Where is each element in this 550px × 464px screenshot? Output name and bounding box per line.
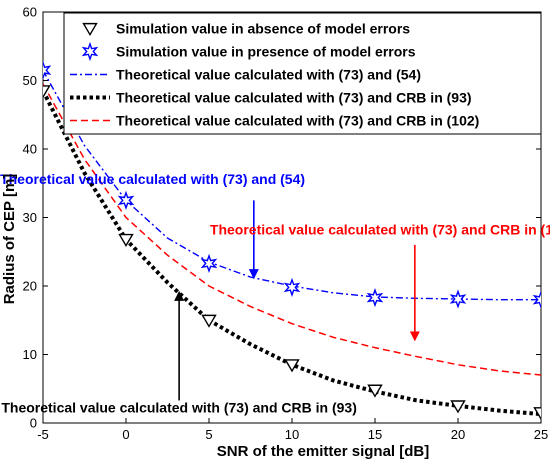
y-tick-label: 40	[23, 142, 37, 157]
y-tick-label: 50	[23, 73, 37, 88]
data-point-star	[200, 253, 218, 273]
data-point-star	[283, 277, 301, 297]
data-point-triangle	[284, 359, 300, 373]
legend-label-0: Simulation value in absence of model err…	[116, 21, 410, 37]
y-tick-label: 20	[23, 279, 37, 294]
legend: Simulation value in absence of model err…	[63, 12, 542, 135]
y-tick-label: 0	[30, 416, 37, 431]
data-point-triangle	[43, 85, 51, 99]
data-point-triangle	[201, 314, 217, 328]
data-point-triangle	[533, 407, 541, 421]
series-layer	[43, 60, 541, 421]
legend-label-3: Theoretical value calculated with (73) a…	[116, 90, 472, 106]
annotation-text-1: Theoretical value calculated with (73) a…	[210, 222, 550, 238]
data-point-triangle	[118, 233, 134, 247]
y-axis-label: Radius of CEP [m]	[1, 174, 18, 305]
x-tick-label: 10	[285, 427, 299, 442]
x-tick-label: -5	[37, 427, 49, 442]
annotation-text-2: Theoretical value calculated with (73) a…	[1, 400, 357, 416]
x-tick-label: 15	[368, 427, 382, 442]
series-line-4	[43, 83, 541, 376]
x-tick-label: 25	[534, 427, 548, 442]
y-tick-label: 10	[23, 347, 37, 362]
y-tick-label: 60	[23, 5, 37, 20]
legend-symbol-star	[81, 41, 99, 62]
data-point-star	[532, 290, 541, 310]
legend-box	[63, 12, 542, 135]
data-point-star	[449, 289, 467, 309]
data-point-triangle	[367, 384, 383, 398]
data-point-star	[366, 288, 384, 308]
legend-label-2: Theoretical value calculated with (73) a…	[116, 67, 421, 83]
legend-symbol-triangle	[82, 22, 98, 37]
legend-label-4: Theoretical value calculated with (73) a…	[116, 113, 479, 129]
x-axis-label: SNR of the emitter signal [dB]	[217, 443, 430, 460]
legend-label-1: Simulation value in presence of model er…	[116, 44, 416, 60]
x-tick-label: 20	[451, 427, 465, 442]
x-tick-label: 5	[205, 427, 212, 442]
x-tick-label: 0	[122, 427, 129, 442]
data-point-triangle	[450, 400, 466, 414]
annotation-text-0: Theoretical value calculated with (73) a…	[0, 171, 305, 187]
y-tick-label: 30	[23, 210, 37, 225]
data-point-star	[43, 60, 52, 80]
data-point-star	[117, 190, 135, 210]
